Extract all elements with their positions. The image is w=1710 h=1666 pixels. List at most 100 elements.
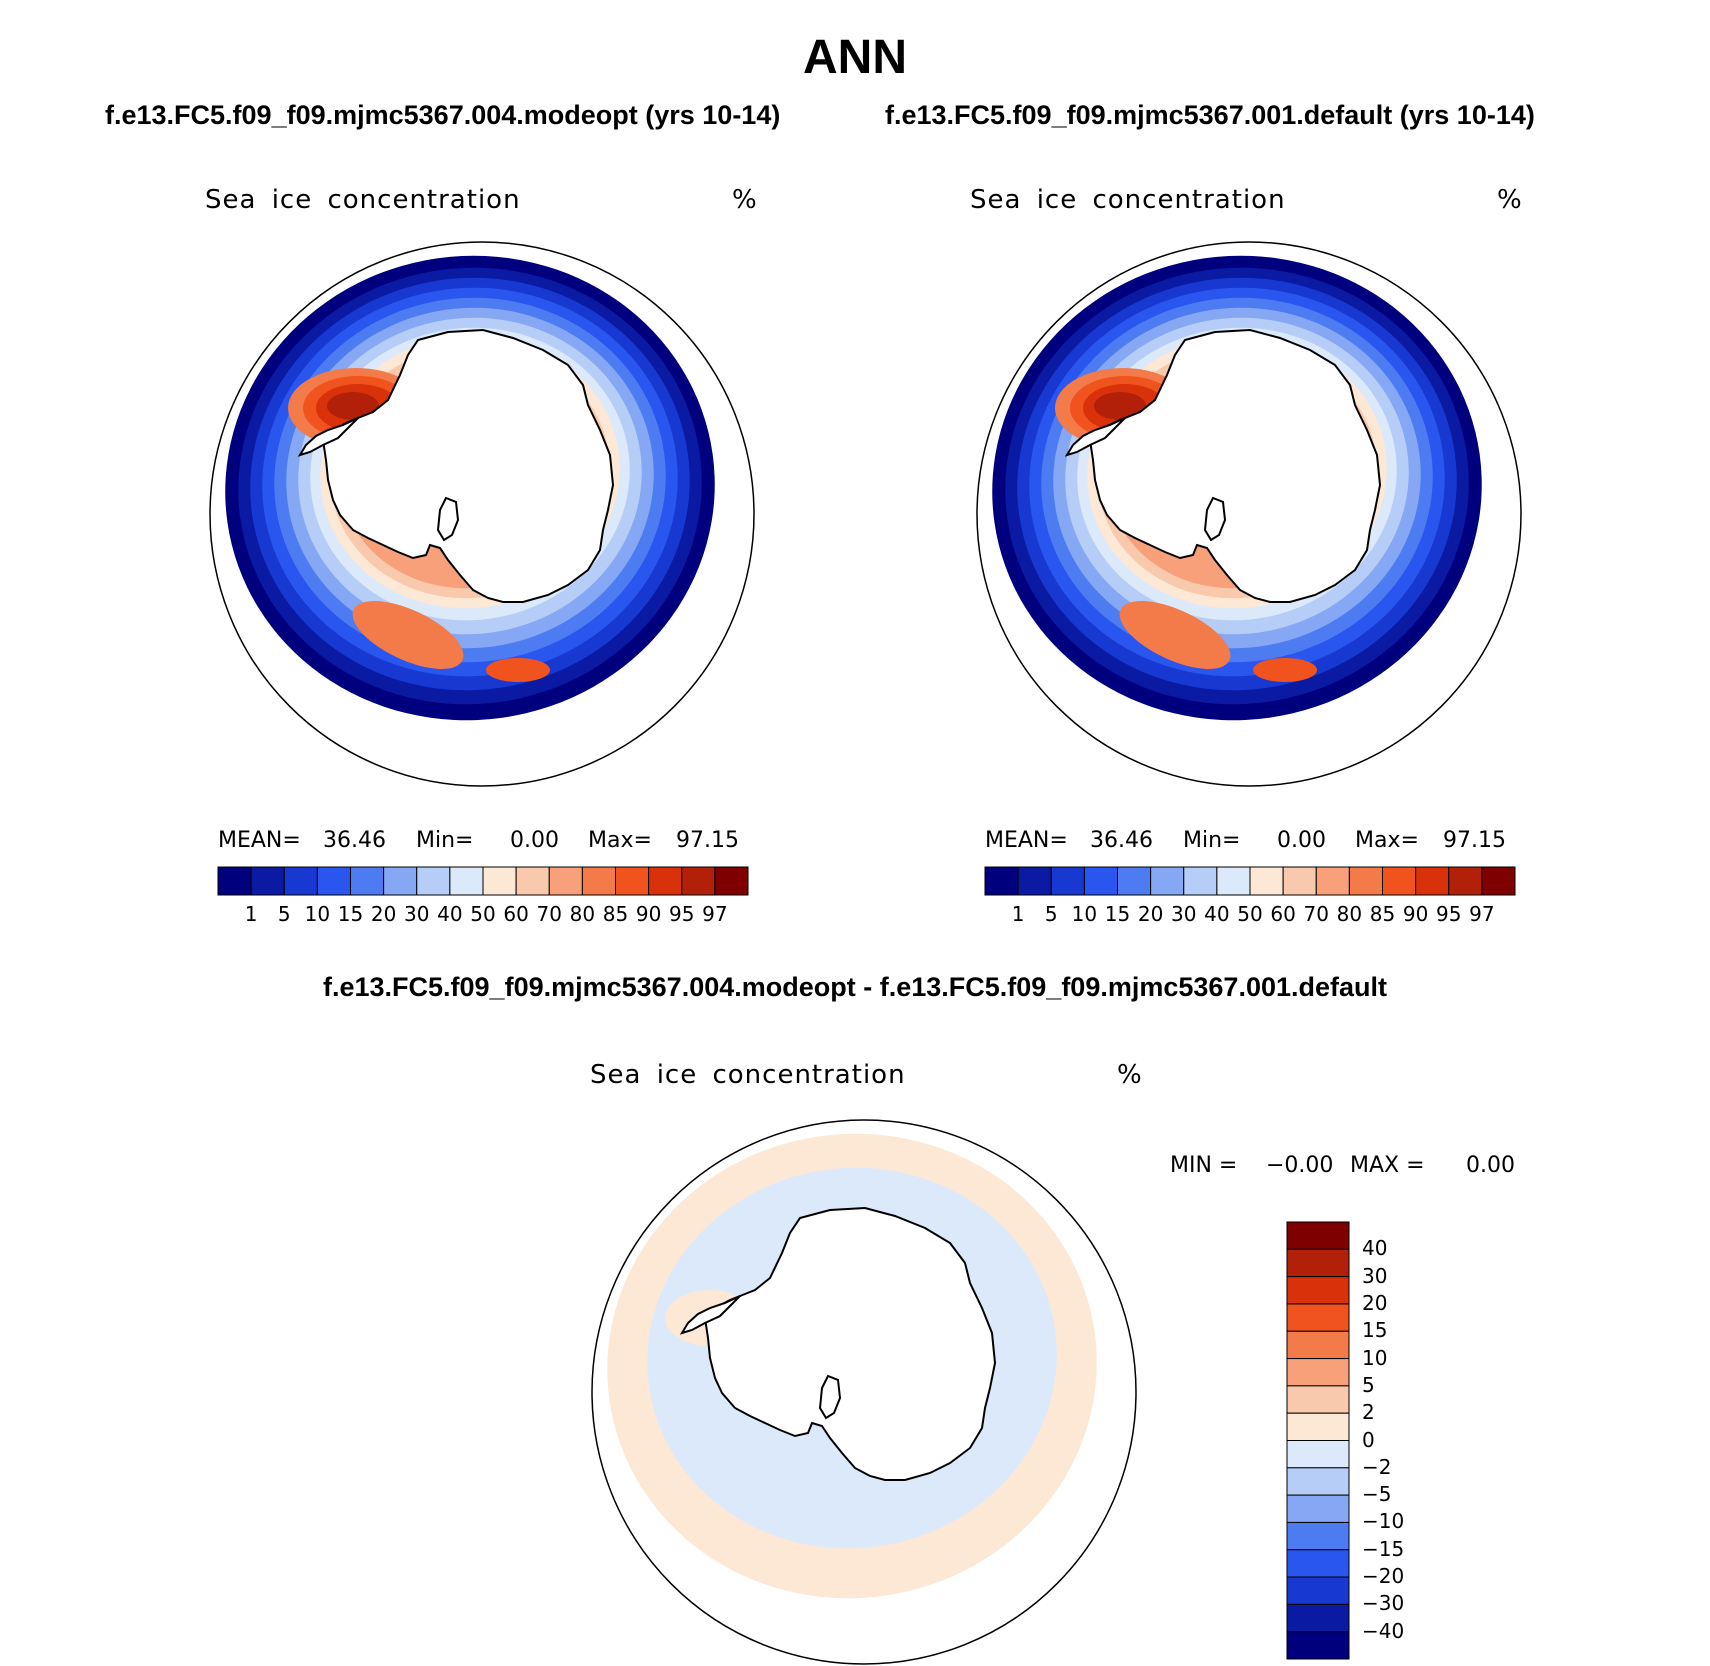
diff-colorbar	[1286, 1221, 1350, 1660]
right-colorbar-box	[984, 866, 1019, 896]
right-colorbar-box	[1017, 866, 1052, 896]
diff-colorbar-box	[1286, 1467, 1350, 1496]
left-colorbar-tick-label: 80	[569, 902, 596, 926]
left-colorbar-tick-label: 50	[470, 902, 496, 926]
right-polar-map	[976, 241, 1522, 787]
left-colorbar-box	[515, 866, 550, 896]
left-peninsula	[297, 417, 359, 457]
diff-colorbar-box	[1286, 1440, 1350, 1469]
right-colorbar-box	[1415, 866, 1450, 896]
diff-colorbar-tick-label: 2	[1362, 1400, 1375, 1425]
right-units: %	[1497, 185, 1522, 215]
right-max-label: Max=	[1355, 828, 1419, 853]
diff-colorbar-box	[1286, 1303, 1350, 1332]
diff-colorbar-tick-label: −10	[1362, 1509, 1405, 1534]
right-colorbar-tick-label: 40	[1204, 902, 1230, 926]
left-colorbar-box	[283, 866, 318, 896]
right-min-value: 0.00	[1277, 828, 1326, 853]
right-min-label: Min=	[1183, 828, 1241, 853]
right-colorbar-tick-label: 97	[1469, 902, 1495, 926]
left-variable-name: Sea ice concentration	[205, 185, 521, 215]
left-case-title: f.e13.FC5.f09_f09.mjmc5367.004.modeopt (…	[105, 100, 781, 130]
diff-colorbar-tick-label: 0	[1362, 1427, 1375, 1452]
right-colorbar-box	[1083, 866, 1118, 896]
right-colorbar-box	[1216, 866, 1251, 896]
diff-colorbar-box	[1286, 1521, 1350, 1551]
right-colorbar-box	[1382, 866, 1417, 896]
diff-max-label: MAX =	[1350, 1153, 1425, 1178]
diff-min-label: MIN =	[1170, 1153, 1238, 1178]
diff-colorbar-box	[1286, 1494, 1350, 1523]
right-colorbar-box	[1282, 866, 1317, 896]
diff-polar-map	[591, 1119, 1137, 1665]
right-colorbar-tick-label: 20	[1137, 902, 1164, 926]
diff-colorbar-tick-label: 40	[1362, 1236, 1388, 1261]
right-peninsula	[1064, 417, 1126, 457]
right-colorbar	[984, 866, 1516, 896]
left-min-value: 0.00	[510, 828, 559, 853]
left-colorbar-tick-label: 15	[337, 902, 364, 926]
right-colorbar-tick-label: 5	[1044, 902, 1058, 926]
right-map-boundary	[976, 241, 1522, 787]
left-colorbar-tick-label: 70	[536, 902, 562, 926]
left-units: %	[732, 185, 757, 215]
left-colorbar	[217, 866, 749, 896]
right-colorbar-tick-label: 70	[1303, 902, 1329, 926]
right-colorbar-tick-label: 30	[1171, 902, 1197, 926]
right-colorbar-box	[1481, 866, 1516, 896]
right-colorbar-tick-label: 90	[1402, 902, 1429, 926]
left-colorbar-box	[250, 866, 285, 896]
diff-stats: MIN = −0.00 MAX = 0.00	[1170, 1153, 1530, 1181]
diff-colorbar-tick-label: −15	[1362, 1536, 1405, 1561]
left-colorbar-box	[681, 866, 716, 896]
right-colorbar-box	[1117, 866, 1152, 896]
right-colorbar-box	[1150, 866, 1185, 896]
diff-colorbar-box	[1286, 1330, 1350, 1360]
left-colorbar-tick-label: 97	[702, 902, 728, 926]
diff-colorbar-box	[1286, 1576, 1350, 1605]
diff-colorbar-tick-label: −20	[1362, 1564, 1405, 1589]
diff-colorbar-box	[1286, 1358, 1350, 1387]
diff-colorbar-box	[1286, 1549, 1350, 1578]
diff-colorbar-tick-label: 30	[1362, 1263, 1388, 1288]
left-colorbar-tick-label: 10	[304, 902, 331, 926]
right-colorbar-box	[1183, 866, 1218, 896]
right-variable-name: Sea ice concentration	[970, 185, 1286, 215]
left-colorbar-box	[482, 866, 517, 896]
right-colorbar-tick-label: 10	[1071, 902, 1098, 926]
right-colorbar-tick-label: 80	[1336, 902, 1363, 926]
diff-min-value: −0.00	[1266, 1153, 1334, 1178]
diff-colorbar-box	[1286, 1631, 1350, 1660]
left-colorbar-tick-label: 90	[635, 902, 662, 926]
right-colorbar-box	[1249, 866, 1284, 896]
left-colorbar-tick-label: 40	[437, 902, 463, 926]
left-colorbar-tick-label: 5	[277, 902, 291, 926]
diff-peninsula	[679, 1295, 741, 1335]
left-colorbar-box	[217, 866, 252, 896]
diff-colorbar-box	[1286, 1276, 1350, 1305]
left-colorbar-box	[548, 866, 583, 896]
diff-title: f.e13.FC5.f09_f09.mjmc5367.004.modeopt -…	[322, 972, 1387, 1002]
right-max-value: 97.15	[1443, 828, 1506, 853]
diff-colorbar-tick-label: −2	[1362, 1454, 1392, 1479]
diff-colorbar-tick-label: −5	[1362, 1482, 1392, 1507]
diff-colorbar-tick-label: −30	[1362, 1591, 1405, 1616]
left-colorbar-tick-label: 20	[370, 902, 397, 926]
right-colorbar-tick-label: 95	[1436, 902, 1462, 926]
left-colorbar-box	[449, 866, 484, 896]
diff-colorbar-tick-label: 5	[1362, 1372, 1375, 1397]
right-colorbar-box	[1348, 866, 1383, 896]
left-stats: MEAN= 36.46 Min= 0.00 Max= 97.15	[218, 828, 748, 856]
left-colorbar-labels: 1 5 10 15 20 30 40 50 60 70 80 85 90 95 97	[218, 902, 748, 928]
left-min-label: Min=	[416, 828, 474, 853]
left-map-boundary	[209, 241, 755, 787]
diff-colorbar-box	[1286, 1385, 1350, 1414]
right-colorbar-tick-label: 60	[1270, 902, 1296, 926]
right-case-title: f.e13.FC5.f09_f09.mjmc5367.001.default (…	[885, 100, 1535, 130]
right-colorbar-tick-label: 15	[1104, 902, 1131, 926]
left-colorbar-tick-label: 1	[244, 902, 258, 926]
left-colorbar-box	[615, 866, 650, 896]
left-max-label: Max=	[588, 828, 652, 853]
left-mean-label: MEAN=	[218, 828, 301, 853]
left-colorbar-box	[648, 866, 683, 896]
